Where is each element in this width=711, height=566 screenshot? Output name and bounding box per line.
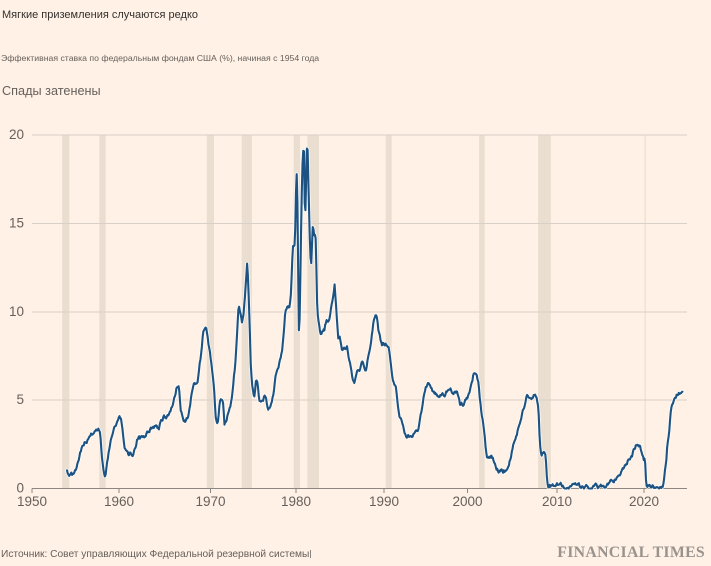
svg-text:1970: 1970 [195, 494, 225, 509]
svg-text:1980: 1980 [281, 494, 311, 509]
svg-text:1960: 1960 [104, 494, 134, 509]
svg-text:5: 5 [16, 392, 24, 407]
svg-text:2000: 2000 [452, 494, 482, 509]
svg-text:2020: 2020 [629, 494, 659, 509]
svg-text:15: 15 [9, 216, 24, 231]
svg-text:1990: 1990 [369, 494, 399, 509]
svg-text:2010: 2010 [542, 494, 572, 509]
svg-text:10: 10 [9, 304, 24, 319]
svg-text:1950: 1950 [17, 494, 47, 509]
svg-text:20: 20 [9, 127, 24, 142]
